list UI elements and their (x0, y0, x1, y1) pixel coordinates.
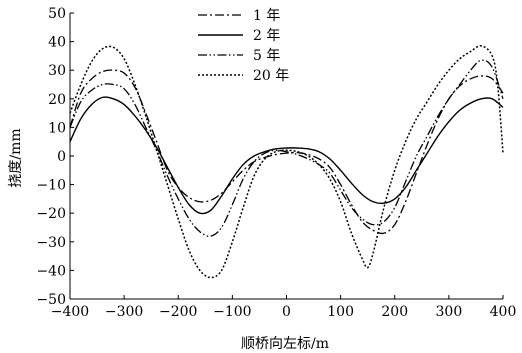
y-tick-label: −50 (36, 292, 66, 308)
x-tick-label: −300 (105, 304, 143, 320)
y-tick-label: 50 (48, 6, 66, 22)
y-tick-label: −10 (36, 178, 66, 194)
x-tick-label: −100 (213, 304, 251, 320)
series-line-20yr (69, 45, 504, 279)
y-tick-label: 10 (48, 120, 66, 136)
x-tick-label: 100 (327, 304, 354, 320)
plot-lines (69, 45, 504, 279)
x-tick-label: 0 (282, 304, 291, 320)
y-tick-label: 0 (57, 149, 66, 165)
y-tick-label: 30 (48, 63, 66, 79)
series-line-2yr (69, 96, 504, 215)
y-tick-label: −30 (36, 235, 66, 251)
series-line-5yr (69, 59, 504, 237)
axes (69, 13, 503, 300)
x-tick-label: −200 (159, 304, 197, 320)
y-tick-label: −20 (36, 206, 66, 222)
y-axis-title: 挠度/mm (8, 128, 24, 187)
x-axis-title: 顺桥向左标/m (241, 336, 329, 352)
y-tick-label: 40 (48, 35, 66, 51)
x-tick-label: 400 (490, 304, 517, 320)
y-tick-label: 20 (48, 92, 66, 108)
x-tick-label: 200 (381, 304, 408, 320)
legend-label-20yr: 20 年 (253, 68, 289, 84)
x-tick-label: 300 (436, 304, 463, 320)
legend-label-5yr: 5 年 (253, 48, 280, 64)
series-line-1yr (69, 69, 504, 235)
legend: 1 年 2 年 5 年 20 年 (198, 8, 289, 84)
legend-label-2yr: 2 年 (253, 28, 280, 44)
legend-label-1yr: 1 年 (253, 8, 280, 24)
x-tick-label: −400 (51, 304, 89, 320)
y-tick-label: −40 (36, 263, 66, 279)
